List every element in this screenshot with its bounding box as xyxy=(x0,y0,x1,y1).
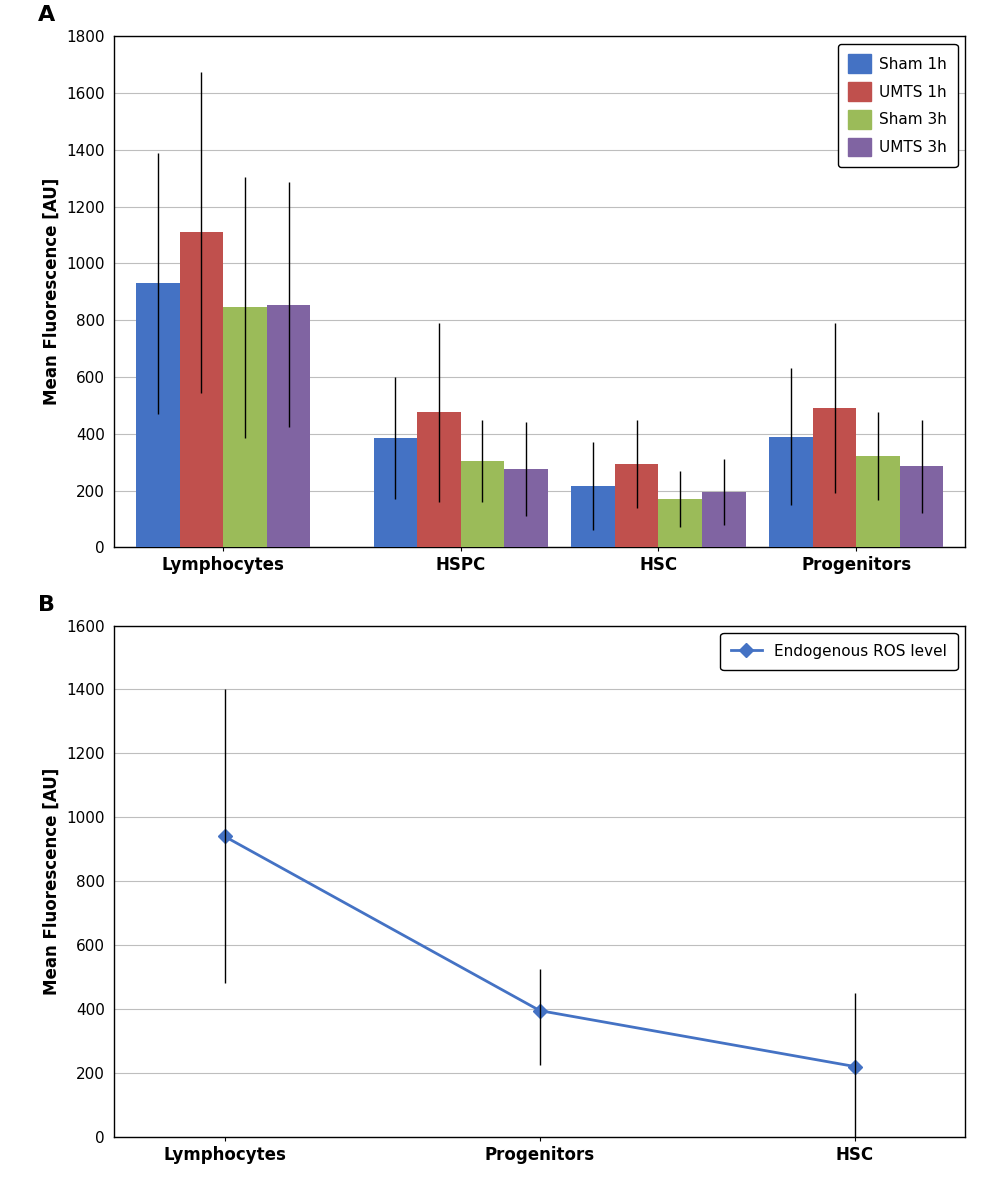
Endogenous ROS level xyxy=(533,1003,545,1018)
Bar xyxy=(180,232,223,547)
Legend: Sham 1h, UMTS 1h, Sham 3h, UMTS 3h: Sham 1h, UMTS 1h, Sham 3h, UMTS 3h xyxy=(837,43,956,167)
Bar xyxy=(136,283,180,547)
Bar xyxy=(571,486,614,547)
Legend: Endogenous ROS level: Endogenous ROS level xyxy=(720,633,956,670)
Bar xyxy=(702,492,745,547)
Bar xyxy=(373,438,416,547)
Bar xyxy=(614,463,658,547)
Bar xyxy=(460,461,504,547)
Bar xyxy=(812,408,856,547)
Text: B: B xyxy=(38,595,55,615)
Bar xyxy=(899,467,942,547)
Endogenous ROS level xyxy=(848,1060,860,1074)
Bar xyxy=(266,304,310,547)
Bar xyxy=(658,499,702,547)
Endogenous ROS level xyxy=(219,829,231,843)
Bar xyxy=(223,307,266,547)
Bar xyxy=(504,469,547,547)
Bar xyxy=(856,456,899,547)
Bar xyxy=(768,437,812,547)
Y-axis label: Mean Fluorescence [AU]: Mean Fluorescence [AU] xyxy=(43,768,61,995)
Line: Endogenous ROS level: Endogenous ROS level xyxy=(220,831,859,1072)
Y-axis label: Mean Fluorescence [AU]: Mean Fluorescence [AU] xyxy=(43,178,61,405)
Bar xyxy=(416,413,460,547)
Text: A: A xyxy=(38,6,55,25)
